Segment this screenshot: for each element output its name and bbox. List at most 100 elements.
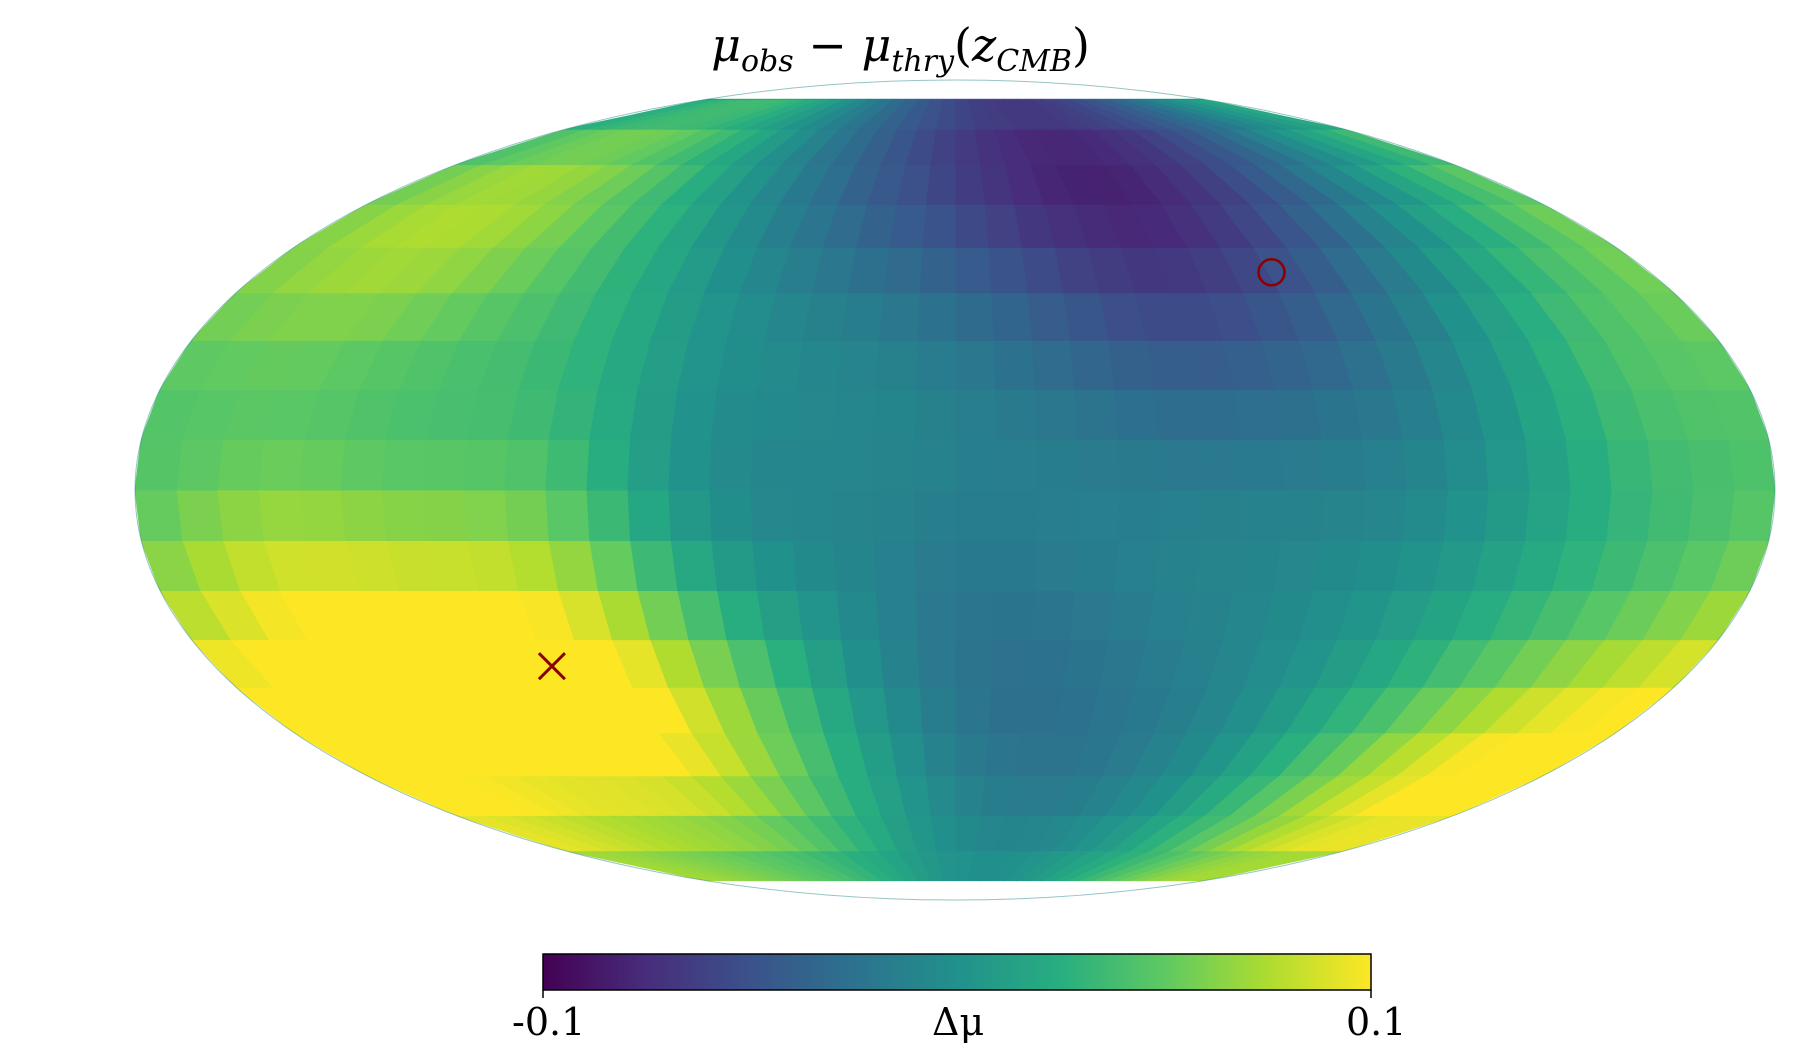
sky-pixel — [914, 590, 956, 641]
sky-pixel — [626, 489, 671, 541]
sky-pixel — [421, 439, 468, 491]
sky-pixel — [790, 489, 834, 541]
sky-pixel — [990, 292, 1032, 341]
sky-pixel — [257, 489, 305, 541]
sky-pixel — [954, 732, 989, 777]
sky-pixel — [1030, 590, 1075, 641]
sky-pixel — [1279, 489, 1325, 541]
sky-pixel — [1232, 389, 1282, 440]
sky-pixel — [1153, 540, 1200, 591]
sky-pixel — [135, 489, 183, 541]
sky-pixel — [954, 439, 997, 491]
sky-pixel — [954, 489, 997, 541]
sky-pixel — [1361, 489, 1407, 541]
sky-pixel — [708, 439, 753, 491]
sky-pixel — [1727, 439, 1775, 491]
sky-pixel — [421, 489, 468, 541]
sky-pixel — [1727, 489, 1775, 541]
sky-pixel — [954, 639, 994, 688]
sky-pixel — [380, 489, 427, 541]
sky-pixel — [831, 439, 875, 491]
sky-pixel — [1192, 389, 1241, 440]
sky-pixel — [1442, 489, 1489, 541]
sky-pixel — [954, 775, 985, 816]
colorbar-min-label: -0.1 — [512, 1000, 586, 1044]
sky-pixel — [882, 246, 923, 294]
sky-pixel — [921, 203, 956, 248]
sky-pixel — [1239, 489, 1284, 541]
sky-pixel — [1153, 389, 1200, 440]
sky-pixel — [1442, 439, 1489, 491]
sky-pixel — [1686, 439, 1735, 491]
sky-pixel — [835, 590, 880, 641]
sky-pixel — [708, 489, 753, 541]
sky-pixel — [175, 439, 224, 491]
sky-pixel — [995, 439, 1038, 491]
sky-pixel — [1564, 439, 1612, 491]
sky-pixel — [749, 439, 793, 491]
marker-layer — [537, 258, 1286, 681]
sky-pixel — [1073, 540, 1119, 591]
sky-pixel — [751, 389, 797, 440]
sky-pixel — [669, 540, 718, 591]
chart-title: μobs − μthry(zCMB) — [711, 18, 1090, 80]
sky-pixel — [667, 439, 712, 491]
sky-pixel — [791, 540, 837, 591]
sky-pixel — [503, 489, 549, 541]
sky-pixel — [751, 540, 797, 591]
sky-pixel — [872, 439, 915, 491]
sky-pixel — [954, 339, 996, 390]
sky-pixel — [1646, 439, 1694, 491]
sky-map-outline — [134, 79, 1776, 901]
sky-pixel — [585, 439, 631, 491]
sky-pixel — [216, 489, 264, 541]
sky-pixel — [298, 439, 346, 491]
sky-pixel — [835, 339, 880, 390]
sky-pixel — [954, 686, 992, 734]
sky-pixel — [585, 489, 631, 541]
sky-pixel — [339, 439, 386, 491]
sky-pixel — [1113, 389, 1159, 440]
sky-pixel — [987, 246, 1028, 294]
sky-pixel — [503, 439, 549, 491]
sky-pixel — [628, 389, 678, 440]
sky-pixel — [872, 489, 915, 541]
sky-pixel — [1033, 389, 1078, 440]
sky-pixel — [914, 339, 956, 390]
sky-pixel — [878, 639, 920, 688]
sky-pixel — [1524, 489, 1571, 541]
sky-pixel — [916, 639, 956, 688]
sky-pixel — [1646, 489, 1694, 541]
sky-pixel — [925, 164, 956, 205]
sky-pixel — [925, 775, 956, 816]
sky-pixel — [1076, 439, 1120, 491]
sky-pixel — [1030, 339, 1075, 390]
sky-pixel — [1279, 439, 1325, 491]
sky-pixel — [175, 489, 224, 541]
sky-pixel — [839, 639, 884, 688]
sky-pixel — [1483, 489, 1530, 541]
sky-pixel — [669, 389, 718, 440]
sky-pixel — [995, 489, 1038, 541]
sky-pixel — [1605, 439, 1653, 491]
sky-pixel — [992, 590, 1036, 641]
sky-pixel — [1686, 489, 1735, 541]
sky-pixel — [1232, 540, 1282, 591]
sky-pixel — [832, 540, 877, 591]
colorbar — [542, 953, 1372, 991]
sky-pixel — [1239, 439, 1284, 491]
sky-pixel — [992, 339, 1036, 390]
sky-pixel — [1117, 489, 1161, 541]
sky-pixel — [873, 540, 916, 591]
sky-pixel — [790, 439, 834, 491]
sky-pixel — [1113, 540, 1159, 591]
sky-pixel — [873, 389, 916, 440]
sky-pixel — [1524, 439, 1571, 491]
sky-pixel — [874, 590, 918, 641]
sky-pixel — [544, 439, 590, 491]
sky-pixel — [954, 203, 989, 248]
sky-pixel — [913, 540, 956, 591]
sky-map — [135, 98, 1775, 882]
sky-pixel — [628, 540, 678, 591]
colorbar-max-label: 0.1 — [1346, 1000, 1407, 1044]
